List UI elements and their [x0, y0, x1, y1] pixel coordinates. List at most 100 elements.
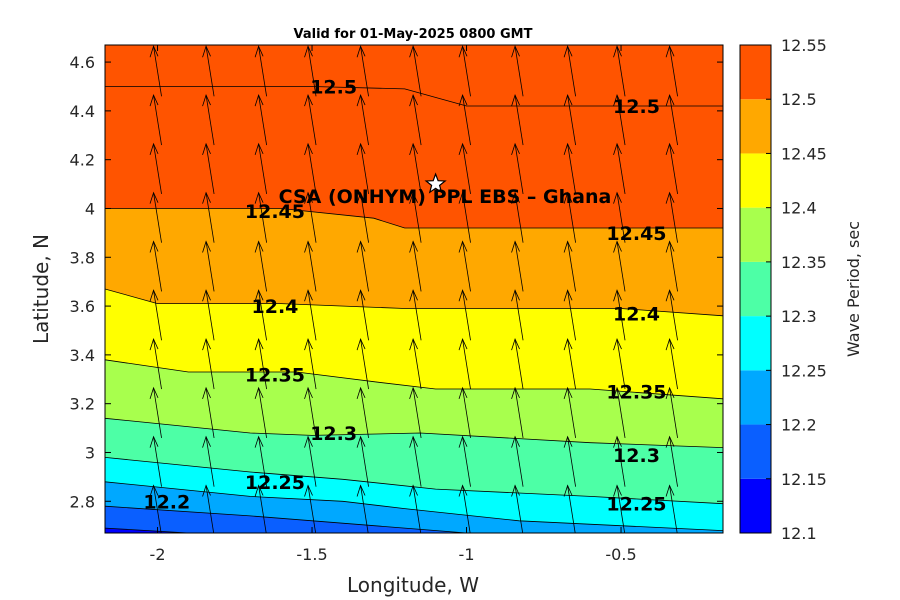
colorbar-tick-label: 12.25 [781, 361, 827, 380]
colorbar-swatch [740, 261, 771, 317]
wave-direction-arrow [511, 45, 524, 97]
wave-direction-arrow [149, 45, 162, 97]
colorbar-swatch [740, 316, 771, 371]
wave-direction-arrow [304, 289, 317, 341]
contour-line [105, 481, 723, 531]
contour-label: 12.3 [310, 423, 357, 445]
site-star-icon [424, 172, 447, 194]
wave-direction-arrow [511, 337, 524, 390]
colorbar-swatch [740, 45, 771, 100]
wave-direction-arrow [511, 435, 524, 487]
contour-label: 12.3 [613, 445, 660, 467]
colorbar-tick-label: 12.3 [781, 307, 817, 326]
wave-direction-arrow [254, 386, 267, 438]
wave-direction-arrow [202, 435, 215, 487]
wave-direction-arrow [149, 142, 162, 194]
wave-direction-arrow [563, 240, 576, 292]
wave-direction-arrow [356, 484, 369, 533]
wave-direction-arrow [511, 93, 524, 146]
wave-direction-arrow [356, 386, 369, 438]
contour-line [105, 417, 723, 448]
wave-direction-arrow [202, 142, 215, 194]
colorbar-tick-label: 12.45 [781, 144, 827, 163]
wave-direction-arrow [356, 435, 369, 487]
wave-direction-arrow [202, 45, 215, 97]
contour-label: 12.5 [310, 76, 357, 98]
wave-direction-arrow [254, 191, 267, 243]
colorbar-swatch [740, 99, 771, 154]
wave-direction-arrow [563, 386, 576, 438]
colorbar-frame [739, 44, 772, 534]
y-axis: 2.8 3 3.2 3.4 3.6 3.8 4 4.2 4.4 4.6 [70, 53, 723, 511]
wave-direction-arrow [304, 45, 317, 97]
wave-direction-arrow [563, 337, 576, 390]
x-tick-label: -1 [459, 545, 475, 564]
wave-direction-arrow [613, 191, 626, 243]
wave-direction-arrow [613, 240, 626, 292]
wave-direction-arrow [665, 435, 678, 487]
wave-direction-arrow [254, 240, 267, 292]
wave-direction-arrow [304, 337, 317, 390]
contour-label: 12.25 [606, 494, 666, 516]
wave-direction-arrow [511, 289, 524, 341]
wave-direction-arrow [409, 386, 422, 438]
colorbar: 12.1 12.15 12.2 12.25 12.3 12.35 12.4 12.45 12.5… [739, 36, 827, 543]
wave-direction-arrow [511, 142, 524, 194]
wave-direction-arrow [409, 289, 422, 341]
wave-direction-arrow [254, 142, 267, 194]
wave-direction-arrow [202, 93, 215, 146]
wave-direction-arrow [665, 240, 678, 292]
contour-band [105, 506, 723, 533]
wave-direction-arrow [356, 45, 369, 97]
wave-direction-arrow [254, 337, 267, 390]
colorbar-tick-label: 12.55 [781, 36, 827, 55]
y-tick-label: 4 [85, 199, 95, 218]
wave-direction-arrow [458, 93, 471, 146]
colorbar-label: Wave Period, sec [844, 221, 863, 357]
wave-direction-arrow [613, 45, 626, 97]
colorbar-swatch [740, 153, 771, 208]
colorbar-tick-label: 12.4 [781, 199, 817, 218]
wave-direction-arrow [409, 93, 422, 146]
contour-label: 12.4 [252, 296, 299, 318]
contour-line [105, 457, 723, 505]
wave-direction-arrow [254, 289, 267, 341]
contour-line [105, 359, 723, 400]
y-tick-label: 4.6 [70, 53, 95, 72]
wave-direction-arrow [511, 386, 524, 438]
wave-direction-arrow [356, 93, 369, 146]
wave-direction-arrow [458, 45, 471, 97]
wave-direction-arrow [458, 435, 471, 487]
wave-direction-arrow [665, 289, 678, 341]
wave-direction-arrow [563, 435, 576, 487]
contour-line [105, 527, 189, 533]
wave-direction-arrow [409, 45, 422, 97]
y-tick-label: 4.4 [70, 102, 95, 121]
wave-direction-arrow [254, 93, 267, 146]
contour-label: 12.35 [606, 381, 666, 403]
plot-area: 12.5 12.5 12.45 12.45 12.4 12.4 12.35 12.35 12.3… [104, 44, 724, 534]
contour-label: 12.45 [606, 223, 666, 245]
wave-direction-arrow [563, 289, 576, 341]
wave-direction-arrow [665, 191, 678, 243]
wave-direction-arrow [511, 484, 524, 533]
contour-label: 12.5 [613, 96, 660, 118]
wave-direction-arrow [304, 435, 317, 487]
wave-direction-arrow [304, 142, 317, 194]
contour-label: 12.25 [245, 472, 305, 494]
wave-direction-arrow [202, 240, 215, 292]
wave-direction-arrow [563, 93, 576, 146]
wave-direction-arrow [149, 337, 162, 390]
colorbar-tick-label: 12.35 [781, 253, 827, 272]
colorbar-swatch [740, 207, 771, 262]
wave-direction-arrow [149, 289, 162, 341]
contour-label: 12.4 [613, 303, 660, 325]
colorbar-swatch [740, 370, 771, 425]
wave-direction-arrow [409, 142, 422, 194]
x-tick-label: -2 [150, 545, 166, 564]
y-tick-label: 3.4 [70, 346, 95, 365]
contour-label: 12.2 [143, 491, 190, 513]
y-tick-label: 3.6 [70, 297, 95, 316]
wave-direction-arrow [613, 337, 626, 390]
wave-direction-arrow [304, 93, 317, 146]
